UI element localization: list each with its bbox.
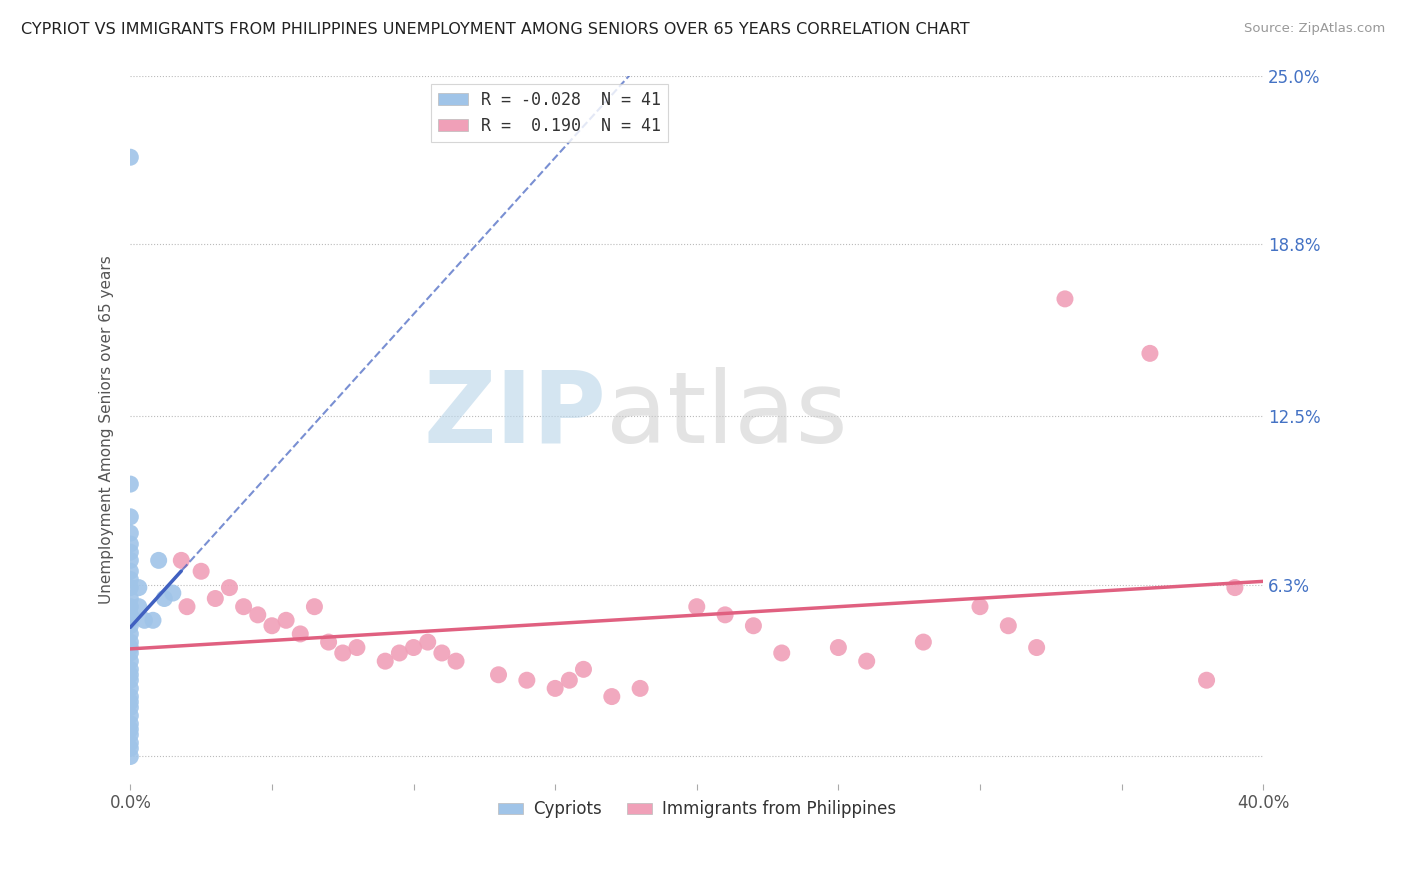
Point	[128, 599, 150, 614]
Point	[260, 619, 283, 633]
Point	[134, 613, 156, 627]
Point	[120, 695, 142, 709]
Point	[855, 654, 877, 668]
Point	[120, 736, 142, 750]
Point	[120, 537, 142, 551]
Point	[120, 545, 142, 559]
Point	[742, 619, 765, 633]
Point	[572, 662, 595, 676]
Point	[388, 646, 411, 660]
Point	[170, 553, 193, 567]
Point	[204, 591, 226, 606]
Point	[162, 586, 184, 600]
Point	[120, 673, 142, 688]
Point	[120, 690, 142, 704]
Point	[120, 662, 142, 676]
Point	[332, 646, 354, 660]
Point	[1139, 346, 1161, 360]
Point	[290, 627, 312, 641]
Point	[969, 599, 991, 614]
Point	[218, 581, 240, 595]
Point	[346, 640, 368, 655]
Point	[120, 477, 142, 491]
Point	[1195, 673, 1218, 688]
Point	[232, 599, 254, 614]
Text: CYPRIOT VS IMMIGRANTS FROM PHILIPPINES UNEMPLOYMENT AMONG SENIORS OVER 65 YEARS : CYPRIOT VS IMMIGRANTS FROM PHILIPPINES U…	[21, 22, 970, 37]
Point	[120, 526, 142, 541]
Point	[544, 681, 567, 696]
Text: atlas: atlas	[606, 367, 848, 464]
Point	[318, 635, 340, 649]
Point	[153, 591, 176, 606]
Point	[558, 673, 581, 688]
Point	[912, 635, 935, 649]
Point	[304, 599, 326, 614]
Point	[120, 700, 142, 714]
Point	[516, 673, 538, 688]
Text: ZIP: ZIP	[423, 367, 606, 464]
Legend: Cypriots, Immigrants from Philippines: Cypriots, Immigrants from Philippines	[491, 794, 903, 825]
Point	[176, 599, 198, 614]
Point	[120, 716, 142, 731]
Point	[120, 635, 142, 649]
Point	[430, 646, 453, 660]
Point	[120, 581, 142, 595]
Point	[120, 708, 142, 723]
Point	[120, 619, 142, 633]
Point	[120, 613, 142, 627]
Point	[686, 599, 709, 614]
Point	[120, 681, 142, 696]
Point	[120, 723, 142, 737]
Point	[148, 553, 170, 567]
Point	[120, 749, 142, 764]
Point	[1223, 581, 1246, 595]
Point	[600, 690, 623, 704]
Point	[1053, 292, 1076, 306]
Point	[120, 646, 142, 660]
Point	[402, 640, 425, 655]
Point	[997, 619, 1019, 633]
Point	[120, 509, 142, 524]
Point	[128, 581, 150, 595]
Point	[120, 667, 142, 681]
Point	[120, 599, 142, 614]
Point	[770, 646, 793, 660]
Point	[120, 553, 142, 567]
Point	[142, 613, 165, 627]
Point	[120, 573, 142, 587]
Point	[120, 741, 142, 756]
Point	[120, 150, 142, 164]
Point	[827, 640, 849, 655]
Point	[120, 607, 142, 622]
Point	[444, 654, 467, 668]
Point	[714, 607, 737, 622]
Point	[488, 667, 510, 681]
Point	[120, 728, 142, 742]
Point	[628, 681, 651, 696]
Text: Source: ZipAtlas.com: Source: ZipAtlas.com	[1244, 22, 1385, 36]
Point	[120, 627, 142, 641]
Point	[274, 613, 297, 627]
Point	[120, 564, 142, 578]
Point	[120, 640, 142, 655]
Y-axis label: Unemployment Among Seniors over 65 years: Unemployment Among Seniors over 65 years	[100, 255, 114, 604]
Point	[374, 654, 396, 668]
Point	[120, 654, 142, 668]
Point	[1025, 640, 1047, 655]
Point	[120, 591, 142, 606]
Point	[190, 564, 212, 578]
Point	[416, 635, 439, 649]
Point	[246, 607, 269, 622]
